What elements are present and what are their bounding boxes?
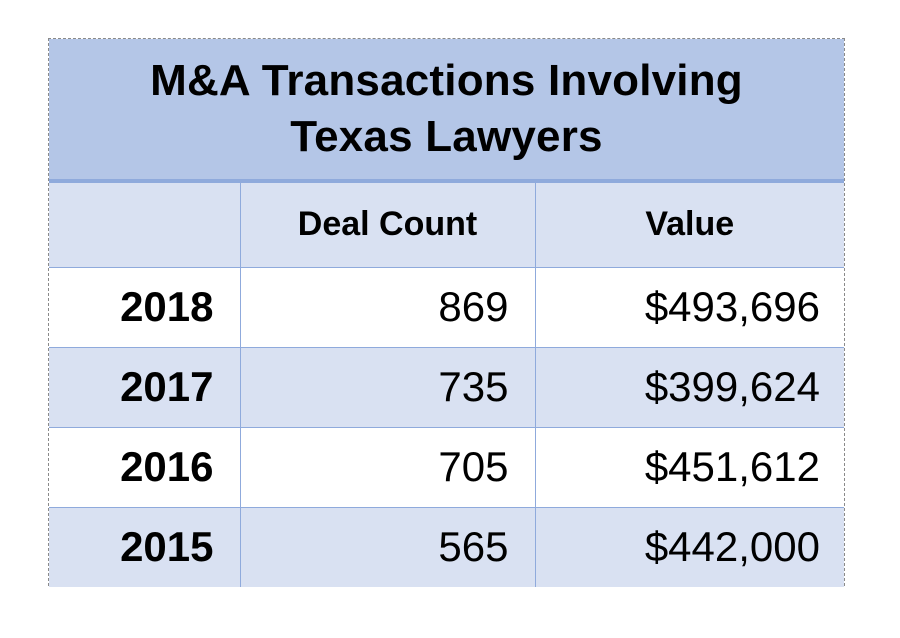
table-row: 2017 735 $399,624 — [49, 347, 844, 428]
title-line-2: Texas Lawyers — [290, 112, 603, 161]
transactions-table-container: M&A Transactions Involving Texas Lawyers… — [48, 38, 845, 587]
deal-count-cell: 705 — [240, 427, 536, 508]
value-cell: $493,696 — [535, 267, 844, 348]
deal-count-cell: 565 — [240, 507, 536, 587]
table-row: 2018 869 $493,696 — [49, 267, 844, 348]
header-row: Deal Count Value — [49, 183, 844, 268]
deal-count-cell: 735 — [240, 347, 536, 428]
year-cell: 2018 — [49, 267, 241, 348]
header-cell-value: Value — [535, 183, 844, 268]
value-cell: $442,000 — [535, 507, 844, 587]
header-cell-year — [49, 183, 241, 268]
year-cell: 2017 — [49, 347, 241, 428]
value-cell: $451,612 — [535, 427, 844, 508]
table-row: 2016 705 $451,612 — [49, 427, 844, 508]
year-cell: 2016 — [49, 427, 241, 508]
table-row: 2015 565 $442,000 — [49, 507, 844, 587]
year-cell: 2015 — [49, 507, 241, 587]
header-cell-deal-count: Deal Count — [240, 183, 536, 268]
value-cell: $399,624 — [535, 347, 844, 428]
table-title: M&A Transactions Involving Texas Lawyers — [49, 39, 844, 183]
title-line-1: M&A Transactions Involving — [150, 56, 743, 105]
deal-count-cell: 869 — [240, 267, 536, 348]
transactions-table: Deal Count Value 2018 869 $493,696 2017 … — [49, 183, 844, 587]
